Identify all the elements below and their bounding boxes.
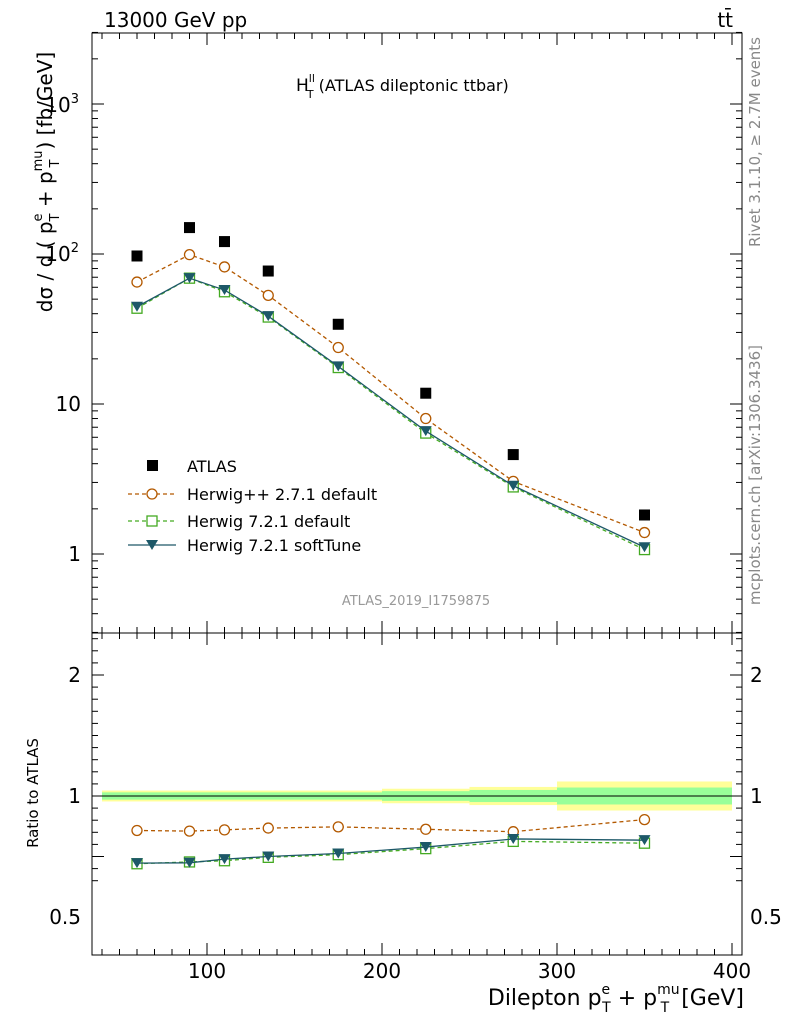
main-point-herwig-7-2-1-softtune <box>638 542 651 553</box>
main-series-line-herwig-7-2-1-softtune <box>136 277 645 548</box>
main-y-tick-label-10: 10 <box>56 392 81 416</box>
ratio-y-tick-label-left-1: 1 <box>68 784 81 808</box>
ratio-y-tick-label-left-0.5: 0.5 <box>49 905 81 929</box>
main-panel: Hll T (ATLAS dileptonic ttbar) ATLAS_2019_… <box>31 31 743 634</box>
mcplots-label: mcplots.cern.ch [arXiv:1306.3436] <box>746 345 764 605</box>
ratio-series-herwig-7-2-1-default <box>131 835 651 870</box>
ratio-y-tick-label-right-1: 1 <box>750 784 763 808</box>
main-point-herwig-2-7-1-default <box>183 249 196 261</box>
ratio-series-layer <box>131 813 651 870</box>
ratio-plot-frame <box>91 632 743 956</box>
main-title-symbol: H <box>296 76 309 96</box>
main-series-line-herwig-2-7-1-default <box>136 253 645 534</box>
main-point-herwig-2-7-1-default <box>420 412 432 425</box>
legend-item-atlas: ATLAS <box>147 457 237 476</box>
main-point-herwig-7-2-1-softtune <box>218 285 231 296</box>
x-tick-label-400: 400 <box>713 959 751 983</box>
ratio-point-herwig-7-2-1-softtune <box>332 848 345 859</box>
ratio-y-tick-label-right-0.5: 0.5 <box>750 905 782 929</box>
main-y-tick-label-100: 102 <box>45 241 79 266</box>
ratio-y-tick-label-left-2: 2 <box>68 663 81 687</box>
main-title: Hll T (ATLAS dileptonic ttbar) <box>296 72 509 101</box>
ratio-point-herwig-2-7-1-default <box>420 823 432 835</box>
ratio-y-axis-label: Ratio to ATLAS <box>24 738 42 848</box>
main-point-herwig-7-2-1-softtune <box>183 273 196 284</box>
main-point-herwig-2-7-1-default <box>218 261 231 273</box>
legend-label-atlas: ATLAS <box>187 457 237 476</box>
main-title-rest: (ATLAS dileptonic ttbar) <box>319 76 509 95</box>
main-point-atlas <box>262 265 274 277</box>
x-tick-label-200: 200 <box>363 959 401 983</box>
main-point-herwig-2-7-1-default <box>262 289 274 302</box>
main-title-sup: ll <box>309 72 315 85</box>
main-point-herwig-2-7-1-default <box>638 526 651 539</box>
main-point-herwig-7-2-1-softtune <box>419 426 432 437</box>
main-point-herwig-7-2-1-softtune <box>131 301 143 312</box>
ratio-point-herwig-7-2-1-softtune <box>131 858 143 869</box>
x-tick-label-100: 100 <box>188 959 226 983</box>
legend-label-herwigpp: Herwig++ 2.7.1 default <box>187 485 377 504</box>
legend-item-herwigpp: Herwig++ 2.7.1 default <box>128 485 377 504</box>
main-point-herwig-7-2-1-softtune <box>507 480 520 491</box>
ratio-point-herwig-7-2-1-softtune <box>507 833 520 844</box>
main-point-atlas <box>219 236 230 248</box>
watermark-label: ATLAS_2019_I1759875 <box>342 594 490 609</box>
legend-label-herwig7-softtune: Herwig 7.2.1 softTune <box>187 536 361 555</box>
header-process-label: tt̄ <box>717 7 733 32</box>
ratio-point-herwig-7-2-1-softtune <box>183 857 196 868</box>
main-point-atlas <box>184 222 195 234</box>
ratio-series-herwig-7-2-1-softtune <box>131 833 651 869</box>
main-y-tick-label-1000: 103 <box>45 92 79 117</box>
legend-item-herwig7-softtune: Herwig 7.2.1 softTune <box>128 536 361 555</box>
main-point-herwig-7-2-1-softtune <box>262 311 275 322</box>
x-tick-label-300: 300 <box>538 959 576 983</box>
main-series-layer <box>131 222 651 556</box>
ratio-point-herwig-2-7-1-default <box>638 813 651 826</box>
ratio-point-herwig-2-7-1-default <box>183 825 196 837</box>
legend-marker-herwigpp <box>146 488 158 500</box>
main-point-atlas <box>420 387 432 399</box>
legend-item-herwig7-default: Herwig 7.2.1 default <box>128 512 350 531</box>
legend: ATLAS Herwig++ 2.7.1 default Herwig 7.2.… <box>128 457 377 555</box>
ratio-point-herwig-7-2-1-softtune <box>638 835 651 846</box>
ratio-point-herwig-7-2-1-softtune <box>218 854 231 865</box>
main-y-tick-label-1: 1 <box>68 542 81 566</box>
main-series-atlas <box>131 222 650 521</box>
main-point-herwig-7-2-1-softtune <box>332 361 345 372</box>
main-title-sub: T <box>306 88 314 101</box>
main-series-herwig-7-2-1-softtune <box>131 273 651 553</box>
legend-marker-herwig7-default <box>146 515 158 527</box>
main-y-axis-label: dσ / d ( pe T + pmu T) [fb/GeV] <box>31 52 63 312</box>
main-point-atlas <box>507 449 519 461</box>
rivet-version-label: Rivet 3.1.10, ≥ 2.7M events <box>746 37 764 247</box>
legend-marker-herwig7-softtune <box>146 540 158 550</box>
ratio-point-herwig-7-2-1-softtune <box>262 851 275 862</box>
main-series-line-herwig-7-2-1-default <box>136 277 645 551</box>
ratio-point-herwig-2-7-1-default <box>131 824 143 837</box>
ratio-point-herwig-2-7-1-default <box>218 824 231 836</box>
ratio-point-herwig-7-2-1-softtune <box>419 842 432 853</box>
ratio-ticks <box>92 633 742 955</box>
x-axis-label: Dilepton pe T + pmu T [GeV] <box>488 982 744 1016</box>
main-ticks <box>92 31 742 633</box>
main-point-herwig-2-7-1-default <box>332 341 344 354</box>
ratio-series-herwig-2-7-1-default <box>131 813 651 838</box>
legend-label-herwig7-default: Herwig 7.2.1 default <box>187 512 350 531</box>
main-series-herwig-2-7-1-default <box>131 249 651 539</box>
ratio-series-line-herwig-7-2-1-softtune <box>136 838 645 864</box>
header-energy-label: 13000 GeV pp <box>104 8 247 32</box>
legend-marker-atlas <box>147 460 158 471</box>
ratio-series-line-herwig-2-7-1-default <box>136 818 645 833</box>
main-point-atlas <box>131 250 143 262</box>
main-point-atlas <box>332 318 344 330</box>
ratio-point-herwig-2-7-1-default <box>262 822 274 834</box>
ratio-y-tick-label-right-2: 2 <box>750 663 763 687</box>
main-y-tick-labels: 1 10 102 103 <box>45 92 81 566</box>
ratio-panel: 0.5 1 2 0.5 1 2 Ratio to ATLAS 100 200 3… <box>24 632 782 1016</box>
ratio-point-herwig-2-7-1-default <box>332 821 344 833</box>
main-point-herwig-2-7-1-default <box>131 276 143 288</box>
main-point-atlas <box>639 509 650 521</box>
